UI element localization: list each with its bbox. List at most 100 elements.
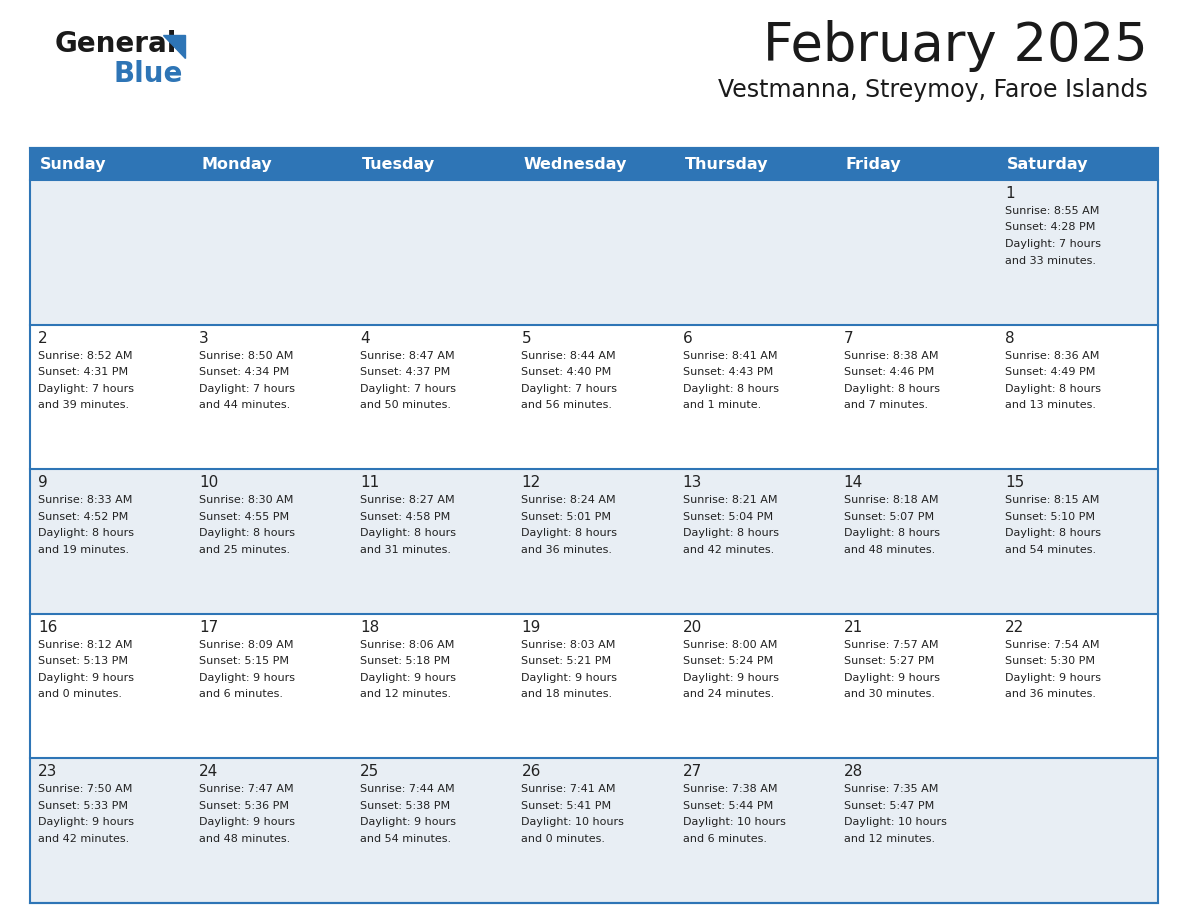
Text: and 7 minutes.: and 7 minutes.: [843, 400, 928, 410]
Text: Daylight: 7 hours: Daylight: 7 hours: [1005, 239, 1101, 249]
Text: Sunrise: 7:35 AM: Sunrise: 7:35 AM: [843, 784, 939, 794]
Text: Sunday: Sunday: [40, 156, 107, 172]
Text: Sunrise: 8:21 AM: Sunrise: 8:21 AM: [683, 495, 777, 505]
Text: and 6 minutes.: and 6 minutes.: [683, 834, 766, 844]
Text: Sunset: 5:47 PM: Sunset: 5:47 PM: [843, 800, 934, 811]
Text: and 31 minutes.: and 31 minutes.: [360, 544, 451, 554]
Text: 5: 5: [522, 330, 531, 345]
Text: Sunrise: 8:38 AM: Sunrise: 8:38 AM: [843, 351, 939, 361]
Text: 13: 13: [683, 476, 702, 490]
Text: Tuesday: Tuesday: [362, 156, 436, 172]
Text: Sunrise: 7:50 AM: Sunrise: 7:50 AM: [38, 784, 132, 794]
Text: Sunset: 5:36 PM: Sunset: 5:36 PM: [200, 800, 289, 811]
Text: Daylight: 7 hours: Daylight: 7 hours: [200, 384, 295, 394]
Text: and 1 minute.: and 1 minute.: [683, 400, 760, 410]
Text: 27: 27: [683, 765, 702, 779]
Text: Saturday: Saturday: [1007, 156, 1088, 172]
Text: Sunrise: 8:52 AM: Sunrise: 8:52 AM: [38, 351, 133, 361]
Text: Sunset: 5:13 PM: Sunset: 5:13 PM: [38, 656, 128, 666]
Text: Sunrise: 8:12 AM: Sunrise: 8:12 AM: [38, 640, 133, 650]
Bar: [30, 325, 1158, 469]
Text: 16: 16: [38, 620, 57, 635]
Text: Thursday: Thursday: [684, 156, 769, 172]
Text: and 44 minutes.: and 44 minutes.: [200, 400, 290, 410]
Text: Daylight: 9 hours: Daylight: 9 hours: [38, 817, 134, 827]
Text: and 54 minutes.: and 54 minutes.: [1005, 544, 1097, 554]
Text: Daylight: 9 hours: Daylight: 9 hours: [522, 673, 618, 683]
Text: Sunset: 4:34 PM: Sunset: 4:34 PM: [200, 367, 290, 377]
Text: Sunset: 5:07 PM: Sunset: 5:07 PM: [843, 511, 934, 521]
Text: 26: 26: [522, 765, 541, 779]
Text: Blue: Blue: [113, 60, 183, 88]
Text: and 19 minutes.: and 19 minutes.: [38, 544, 129, 554]
Text: 7: 7: [843, 330, 853, 345]
Text: Sunset: 5:01 PM: Sunset: 5:01 PM: [522, 511, 612, 521]
Text: and 39 minutes.: and 39 minutes.: [38, 400, 129, 410]
Text: Daylight: 8 hours: Daylight: 8 hours: [1005, 528, 1101, 538]
Text: and 12 minutes.: and 12 minutes.: [360, 689, 451, 700]
Text: Daylight: 9 hours: Daylight: 9 hours: [683, 673, 778, 683]
Text: 22: 22: [1005, 620, 1024, 635]
Text: Sunset: 4:58 PM: Sunset: 4:58 PM: [360, 511, 450, 521]
Text: 6: 6: [683, 330, 693, 345]
Text: Sunrise: 7:44 AM: Sunrise: 7:44 AM: [360, 784, 455, 794]
Text: Sunset: 4:40 PM: Sunset: 4:40 PM: [522, 367, 612, 377]
Text: Sunrise: 8:50 AM: Sunrise: 8:50 AM: [200, 351, 293, 361]
Bar: [30, 148, 1158, 903]
Text: and 13 minutes.: and 13 minutes.: [1005, 400, 1095, 410]
Bar: [30, 758, 1158, 903]
Text: Sunrise: 7:38 AM: Sunrise: 7:38 AM: [683, 784, 777, 794]
Text: February 2025: February 2025: [763, 20, 1148, 72]
Text: Daylight: 7 hours: Daylight: 7 hours: [522, 384, 618, 394]
Text: Sunset: 5:04 PM: Sunset: 5:04 PM: [683, 511, 772, 521]
Text: Sunset: 5:15 PM: Sunset: 5:15 PM: [200, 656, 289, 666]
Text: Sunrise: 8:41 AM: Sunrise: 8:41 AM: [683, 351, 777, 361]
Text: 24: 24: [200, 765, 219, 779]
Text: Daylight: 9 hours: Daylight: 9 hours: [38, 673, 134, 683]
Text: and 50 minutes.: and 50 minutes.: [360, 400, 451, 410]
Text: Daylight: 8 hours: Daylight: 8 hours: [200, 528, 295, 538]
Text: and 0 minutes.: and 0 minutes.: [522, 834, 606, 844]
Text: Sunset: 5:21 PM: Sunset: 5:21 PM: [522, 656, 612, 666]
Text: Sunset: 5:30 PM: Sunset: 5:30 PM: [1005, 656, 1095, 666]
Text: 21: 21: [843, 620, 862, 635]
Text: 14: 14: [843, 476, 862, 490]
Text: Daylight: 8 hours: Daylight: 8 hours: [522, 528, 618, 538]
Text: 28: 28: [843, 765, 862, 779]
Text: Sunset: 5:27 PM: Sunset: 5:27 PM: [843, 656, 934, 666]
Text: Daylight: 8 hours: Daylight: 8 hours: [1005, 384, 1101, 394]
Text: Sunrise: 7:47 AM: Sunrise: 7:47 AM: [200, 784, 293, 794]
Text: Sunset: 4:55 PM: Sunset: 4:55 PM: [200, 511, 289, 521]
Text: Daylight: 8 hours: Daylight: 8 hours: [683, 384, 778, 394]
Text: and 33 minutes.: and 33 minutes.: [1005, 255, 1095, 265]
Text: Sunrise: 8:18 AM: Sunrise: 8:18 AM: [843, 495, 939, 505]
Text: Sunset: 5:44 PM: Sunset: 5:44 PM: [683, 800, 773, 811]
Text: Sunset: 5:38 PM: Sunset: 5:38 PM: [360, 800, 450, 811]
Text: Daylight: 8 hours: Daylight: 8 hours: [38, 528, 134, 538]
Text: and 30 minutes.: and 30 minutes.: [843, 689, 935, 700]
Text: Daylight: 10 hours: Daylight: 10 hours: [683, 817, 785, 827]
Text: and 24 minutes.: and 24 minutes.: [683, 689, 773, 700]
Text: Wednesday: Wednesday: [524, 156, 627, 172]
Text: 1: 1: [1005, 186, 1015, 201]
Text: and 42 minutes.: and 42 minutes.: [38, 834, 129, 844]
Bar: [30, 469, 1158, 614]
Polygon shape: [163, 35, 185, 58]
Text: 11: 11: [360, 476, 379, 490]
Text: 23: 23: [38, 765, 57, 779]
Text: and 42 minutes.: and 42 minutes.: [683, 544, 773, 554]
Text: Daylight: 9 hours: Daylight: 9 hours: [200, 817, 295, 827]
Text: Daylight: 10 hours: Daylight: 10 hours: [522, 817, 625, 827]
Text: Sunset: 5:41 PM: Sunset: 5:41 PM: [522, 800, 612, 811]
Text: Sunset: 4:52 PM: Sunset: 4:52 PM: [38, 511, 128, 521]
Text: Sunset: 4:49 PM: Sunset: 4:49 PM: [1005, 367, 1095, 377]
Text: Sunrise: 8:47 AM: Sunrise: 8:47 AM: [360, 351, 455, 361]
Text: 25: 25: [360, 765, 379, 779]
Text: Sunrise: 7:41 AM: Sunrise: 7:41 AM: [522, 784, 615, 794]
Text: 18: 18: [360, 620, 379, 635]
Text: Daylight: 9 hours: Daylight: 9 hours: [1005, 673, 1101, 683]
Text: Sunrise: 8:55 AM: Sunrise: 8:55 AM: [1005, 206, 1099, 216]
Text: 20: 20: [683, 620, 702, 635]
Text: and 0 minutes.: and 0 minutes.: [38, 689, 122, 700]
Text: Sunset: 5:33 PM: Sunset: 5:33 PM: [38, 800, 128, 811]
